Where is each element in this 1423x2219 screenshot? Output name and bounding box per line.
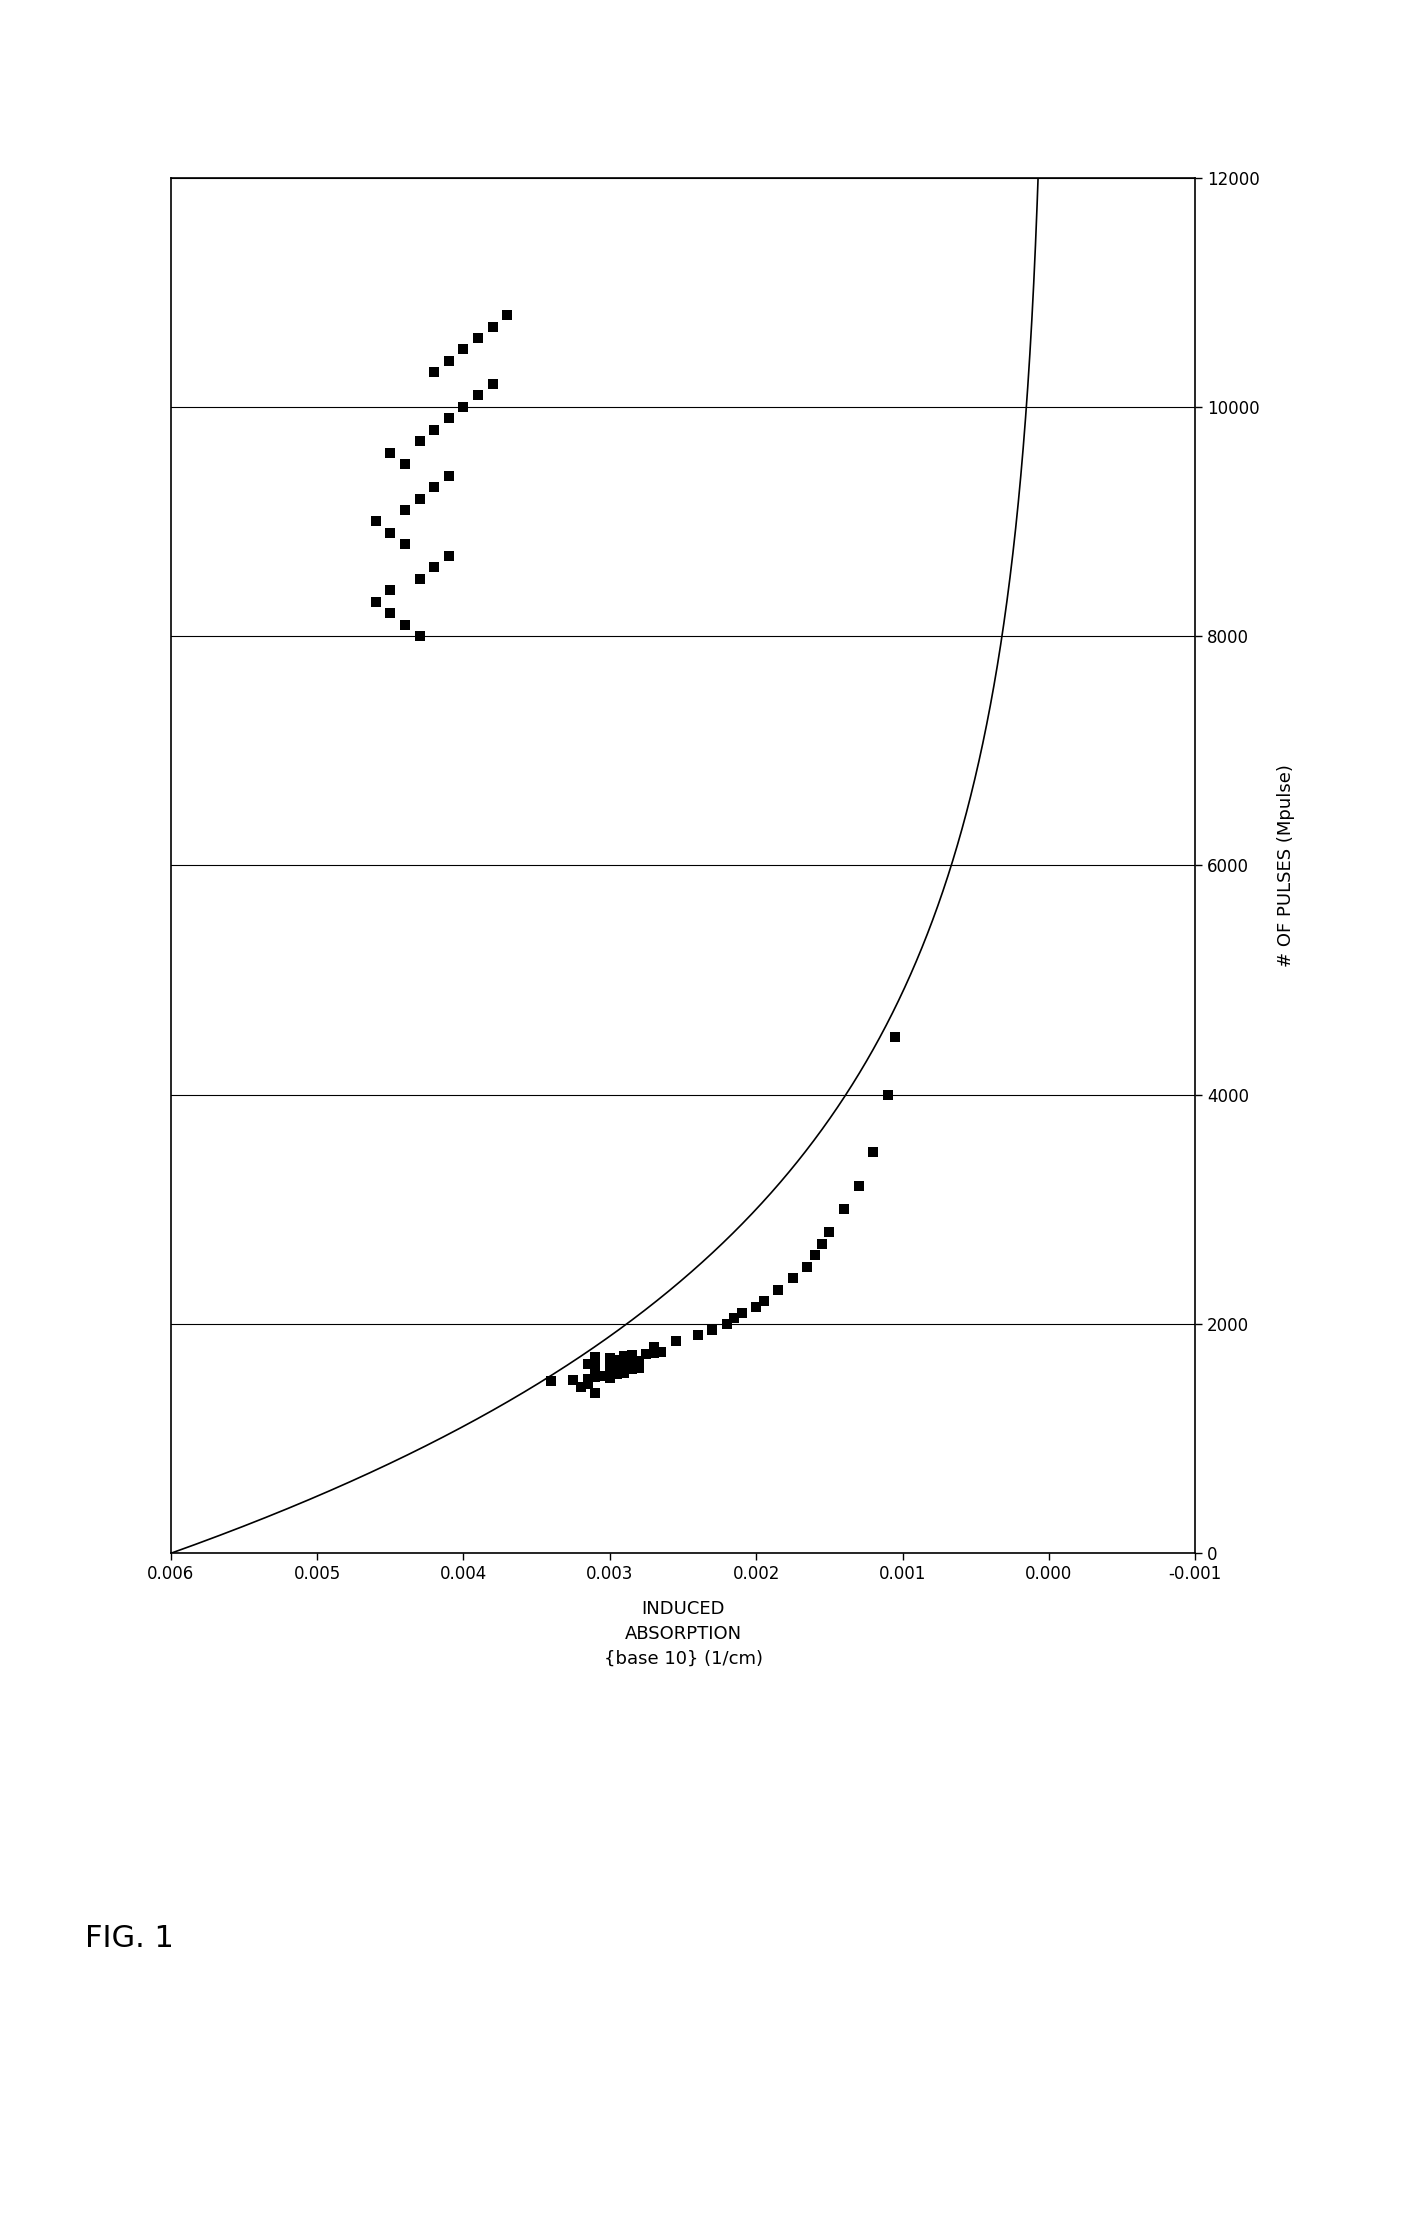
Point: [686, 1318, 709, 1354]
Point: [576, 1367, 599, 1402]
Point: [650, 1334, 673, 1369]
Point: [437, 402, 460, 437]
Point: [408, 482, 431, 517]
Point: [628, 1342, 650, 1378]
Text: FIG. 1: FIG. 1: [85, 1924, 174, 1953]
Point: [569, 1369, 592, 1405]
Point: [437, 539, 460, 575]
Point: [832, 1192, 855, 1227]
Point: [599, 1354, 622, 1389]
Point: [723, 1300, 746, 1336]
Point: [613, 1345, 636, 1380]
Point: [394, 526, 417, 561]
Point: [591, 1358, 613, 1394]
X-axis label: INDUCED
ABSORPTION
{base 10} (1/cm): INDUCED ABSORPTION {base 10} (1/cm): [603, 1600, 763, 1669]
Point: [467, 377, 490, 413]
Point: [583, 1340, 606, 1376]
Point: [453, 388, 475, 424]
Point: [408, 424, 431, 459]
Point: [583, 1358, 606, 1394]
Point: [583, 1354, 606, 1389]
Point: [583, 1347, 606, 1382]
Point: [753, 1283, 776, 1318]
Point: [423, 413, 445, 448]
Point: [781, 1260, 804, 1296]
Point: [599, 1360, 622, 1396]
Point: [379, 515, 401, 550]
Point: [730, 1296, 753, 1331]
Point: [364, 504, 387, 539]
Point: [437, 344, 460, 379]
Point: [795, 1249, 818, 1285]
Y-axis label: # OF PULSES (Mpulse): # OF PULSES (Mpulse): [1276, 763, 1295, 967]
Point: [818, 1214, 841, 1249]
Point: [811, 1225, 834, 1260]
Point: [804, 1238, 827, 1274]
Point: [379, 435, 401, 470]
Point: [613, 1356, 636, 1391]
Point: [453, 333, 475, 368]
Point: [379, 595, 401, 630]
Point: [394, 493, 417, 528]
Point: [744, 1289, 767, 1325]
Point: [423, 470, 445, 506]
Point: [884, 1021, 906, 1056]
Point: [583, 1376, 606, 1411]
Point: [862, 1134, 885, 1169]
Point: [767, 1271, 790, 1307]
Point: [606, 1342, 629, 1378]
Point: [437, 457, 460, 493]
Point: [394, 446, 417, 482]
Point: [423, 550, 445, 586]
Point: [620, 1338, 643, 1374]
Point: [423, 355, 445, 391]
Point: [606, 1356, 629, 1391]
Point: [665, 1323, 687, 1358]
Point: [394, 608, 417, 644]
Point: [599, 1349, 622, 1385]
Point: [539, 1362, 562, 1400]
Point: [628, 1349, 650, 1385]
Point: [576, 1347, 599, 1382]
Point: [408, 561, 431, 597]
Point: [481, 366, 504, 402]
Point: [497, 297, 519, 333]
Point: [716, 1307, 739, 1342]
Point: [364, 584, 387, 619]
Point: [613, 1338, 636, 1374]
Point: [576, 1360, 599, 1396]
Point: [562, 1362, 585, 1398]
Point: [877, 1076, 899, 1112]
Point: [702, 1311, 724, 1347]
Point: [606, 1351, 629, 1387]
Point: [847, 1169, 869, 1205]
Point: [379, 573, 401, 608]
Point: [481, 308, 504, 344]
Point: [620, 1345, 643, 1380]
Point: [642, 1336, 665, 1371]
Point: [467, 320, 490, 355]
Point: [408, 619, 431, 655]
Point: [599, 1340, 622, 1376]
Point: [620, 1351, 643, 1387]
Point: [635, 1336, 657, 1371]
Point: [642, 1329, 665, 1365]
